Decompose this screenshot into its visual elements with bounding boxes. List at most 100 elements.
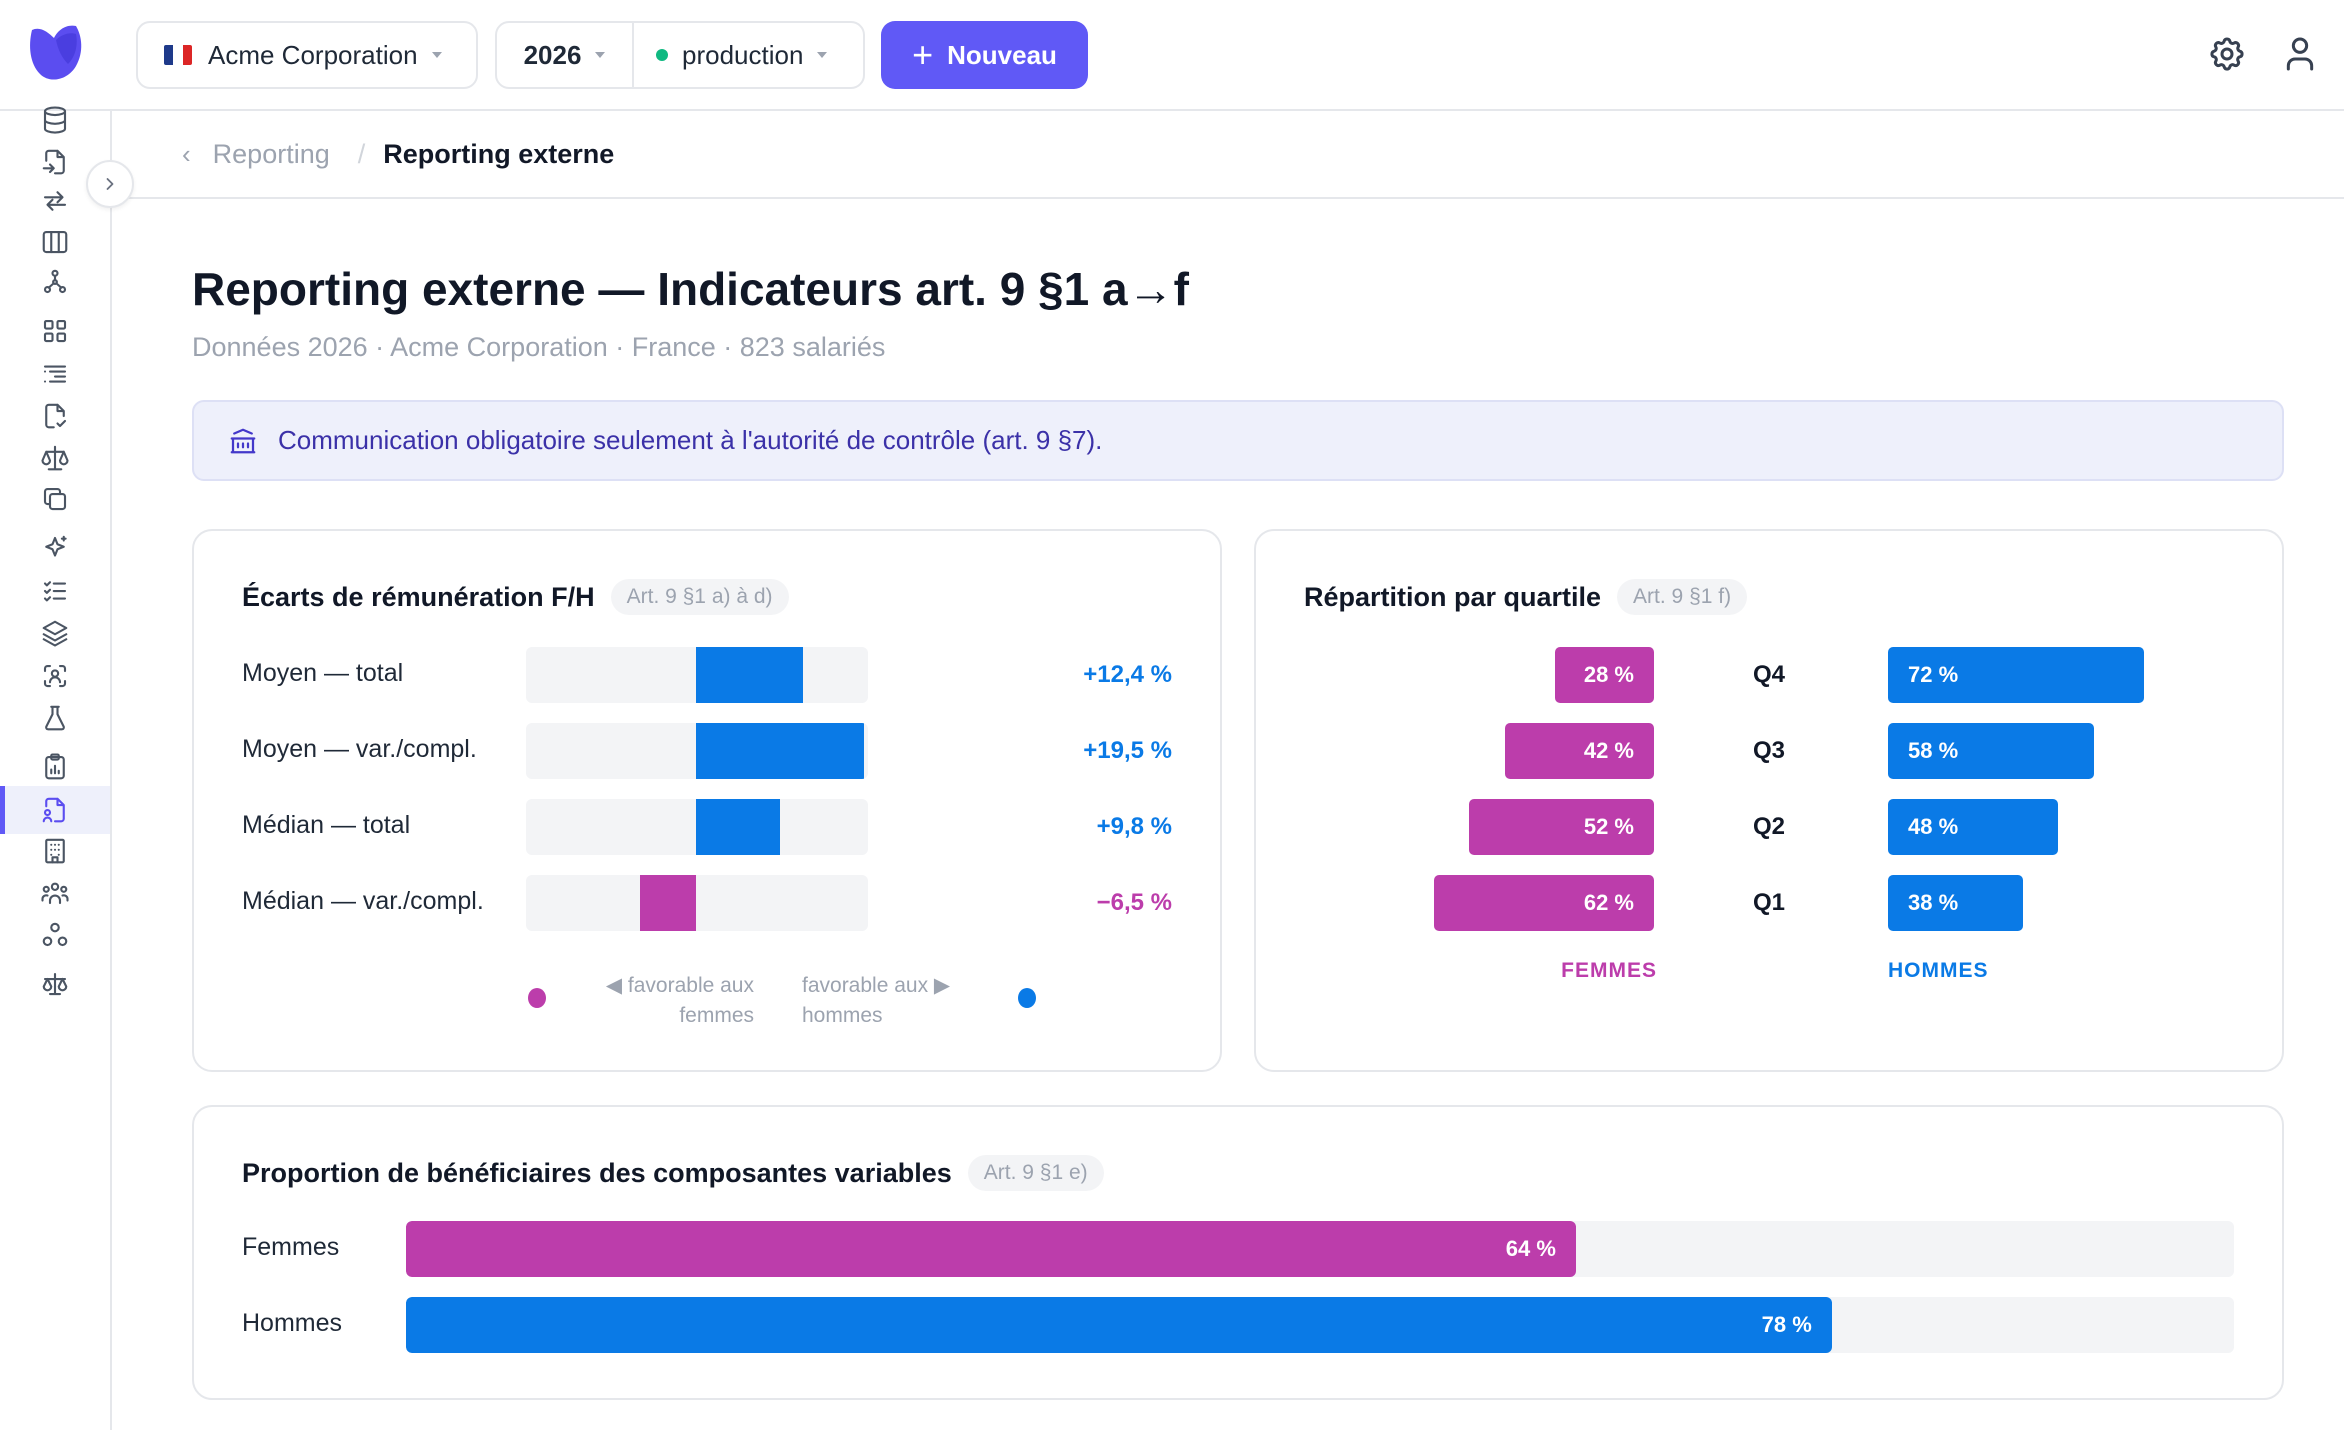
app-logo[interactable] bbox=[26, 22, 86, 86]
male-legend-dot bbox=[1018, 988, 1036, 1008]
sidebar-item-copy[interactable] bbox=[0, 475, 110, 523]
quartile-men-value: 48 % bbox=[1908, 814, 1959, 839]
chevron-down-icon bbox=[817, 52, 828, 58]
women-axis-label: FEMMES bbox=[1561, 959, 1657, 982]
sidebar-item-layers[interactable] bbox=[0, 609, 110, 657]
pay-gap-bar-track bbox=[526, 799, 868, 855]
sidebar bbox=[0, 106, 112, 1430]
top-bar: Acme Corporation 2026 production + Nouve… bbox=[0, 0, 2344, 111]
chevron-down-icon bbox=[595, 52, 606, 58]
copy-icon bbox=[43, 487, 67, 511]
checklist-icon bbox=[43, 581, 67, 602]
sidebar-item-users-group[interactable] bbox=[0, 869, 110, 917]
pay-gap-value: +19,5 % bbox=[1083, 737, 1172, 764]
list-indent-icon bbox=[43, 365, 67, 383]
variable-pay-title: Proportion de bénéficiaires des composan… bbox=[242, 1157, 952, 1188]
chevron-left-icon[interactable]: ‹ bbox=[182, 138, 191, 169]
france-flag-icon bbox=[164, 45, 192, 65]
breadcrumb-parent-link[interactable]: Reporting bbox=[212, 138, 330, 169]
legend-favorable-women-line2: femmes bbox=[679, 1004, 754, 1027]
sidebar-item-transfer[interactable] bbox=[0, 177, 110, 225]
sidebar-item-face-scan[interactable] bbox=[0, 652, 110, 700]
file-check-icon bbox=[45, 403, 67, 429]
user-profile-icon[interactable] bbox=[2280, 34, 2320, 74]
legend-favorable-women: ◀ favorable aux femmes bbox=[574, 971, 754, 1031]
sidebar-item-list-indent[interactable] bbox=[0, 350, 110, 398]
dashboard-icon bbox=[43, 319, 67, 343]
pay-gap-bar-track bbox=[526, 723, 868, 779]
quartile-bar-women: 42 % bbox=[1504, 723, 1654, 779]
quartile-men-value: 38 % bbox=[1908, 890, 1959, 915]
variable-pay-bar-track: 64 % bbox=[406, 1221, 2234, 1277]
sidebar-item-scale[interactable] bbox=[0, 434, 110, 482]
legend-favorable-women-line1: ◀ favorable aux bbox=[605, 974, 754, 997]
users-group-icon bbox=[41, 882, 69, 905]
columns-icon bbox=[42, 230, 68, 254]
sidebar-item-graph[interactable] bbox=[0, 258, 110, 306]
info-banner-text: Communication obligatoire seulement à l'… bbox=[278, 425, 1103, 455]
sidebar-item-building[interactable] bbox=[0, 827, 110, 875]
sidebar-item-dashboard[interactable] bbox=[0, 307, 110, 355]
sidebar-item-clipboard-chart[interactable] bbox=[0, 743, 110, 791]
pay-gap-value: +12,4 % bbox=[1083, 661, 1172, 688]
bank-icon bbox=[230, 428, 256, 453]
quartile-card: Répartition par quartile Art. 9 §1 f) FE… bbox=[1254, 529, 2284, 1072]
pay-gap-bar-track bbox=[526, 875, 868, 931]
variable-pay-row-label: Femmes bbox=[242, 1233, 340, 1261]
variable-pay-card: Proportion de bénéficiaires des composan… bbox=[192, 1105, 2284, 1400]
new-button-label: Nouveau bbox=[947, 39, 1057, 70]
variable-pay-value: 64 % bbox=[1505, 1236, 1556, 1261]
quartile-bar-men: 38 % bbox=[1888, 875, 2023, 931]
organization-select[interactable]: Acme Corporation bbox=[136, 21, 478, 89]
new-button[interactable]: + Nouveau bbox=[881, 21, 1088, 89]
chevron-down-icon bbox=[431, 52, 442, 58]
sidebar-item-file-check[interactable] bbox=[0, 392, 110, 440]
pay-gap-card: Écarts de rémunération F/H Art. 9 §1 a) … bbox=[192, 529, 1222, 1072]
pay-gap-ref-badge: Art. 9 §1 a) à d) bbox=[610, 579, 789, 615]
quartile-ref-badge: Art. 9 §1 f) bbox=[1617, 579, 1748, 615]
sidebar-item-file-import[interactable] bbox=[0, 138, 110, 186]
context-select-group: 2026 production bbox=[495, 21, 865, 89]
variable-pay-bar: 78 % bbox=[406, 1297, 1832, 1353]
settings-gear-icon[interactable] bbox=[2207, 34, 2247, 74]
variable-pay-value: 78 % bbox=[1761, 1312, 1812, 1337]
quartile-label: Q2 bbox=[1753, 813, 1786, 840]
pay-gap-title: Écarts de rémunération F/H bbox=[242, 581, 595, 612]
quartile-men-value: 72 % bbox=[1908, 662, 1959, 687]
legend-favorable-men: favorable aux ▶ hommes bbox=[802, 971, 982, 1031]
sidebar-item-report[interactable] bbox=[0, 786, 110, 834]
sidebar-item-justice[interactable] bbox=[0, 960, 110, 1008]
quartile-title: Répartition par quartile bbox=[1304, 581, 1602, 612]
organization-select-value: Acme Corporation bbox=[208, 39, 418, 70]
sidebar-expand-button[interactable] bbox=[86, 160, 134, 208]
sidebar-item-columns[interactable] bbox=[0, 218, 110, 266]
environment-select[interactable]: production bbox=[634, 40, 863, 71]
sidebar-item-org-chart[interactable] bbox=[0, 911, 110, 959]
pay-gap-value: −6,5 % bbox=[1096, 889, 1172, 916]
org-chart-icon bbox=[42, 922, 68, 947]
report-icon bbox=[42, 797, 65, 823]
pay-gap-bar-men bbox=[696, 723, 864, 779]
page-title: Reporting externe — Indicateurs art. 9 §… bbox=[192, 263, 1189, 315]
variable-pay-ref-badge: Art. 9 §1 e) bbox=[967, 1155, 1104, 1191]
sidebar-item-checklist[interactable] bbox=[0, 567, 110, 615]
pay-gap-bar-women bbox=[640, 875, 696, 931]
quartile-bar-women: 62 % bbox=[1433, 875, 1654, 931]
variable-pay-row-label: Hommes bbox=[242, 1309, 343, 1337]
sidebar-item-flask[interactable] bbox=[0, 694, 110, 742]
pay-gap-bar-track bbox=[526, 647, 868, 703]
sidebar-item-sparkles[interactable] bbox=[0, 524, 110, 572]
environment-select-value: production bbox=[682, 39, 804, 70]
sidebar-item-database[interactable] bbox=[0, 96, 110, 144]
female-legend-dot bbox=[528, 988, 546, 1008]
pay-gap-row-label: Moyen — total bbox=[242, 659, 404, 687]
year-select[interactable]: 2026 bbox=[497, 23, 634, 87]
quartile-bar-men: 58 % bbox=[1888, 723, 2094, 779]
quartile-label: Q1 bbox=[1753, 889, 1786, 916]
chevron-right-icon bbox=[106, 178, 114, 190]
file-import-icon bbox=[42, 149, 65, 175]
pay-gap-row-label: Médian — var./compl. bbox=[242, 887, 484, 915]
quartile-bar-women: 52 % bbox=[1469, 799, 1654, 855]
sparkles-icon bbox=[45, 535, 67, 557]
scale-icon bbox=[41, 445, 69, 471]
